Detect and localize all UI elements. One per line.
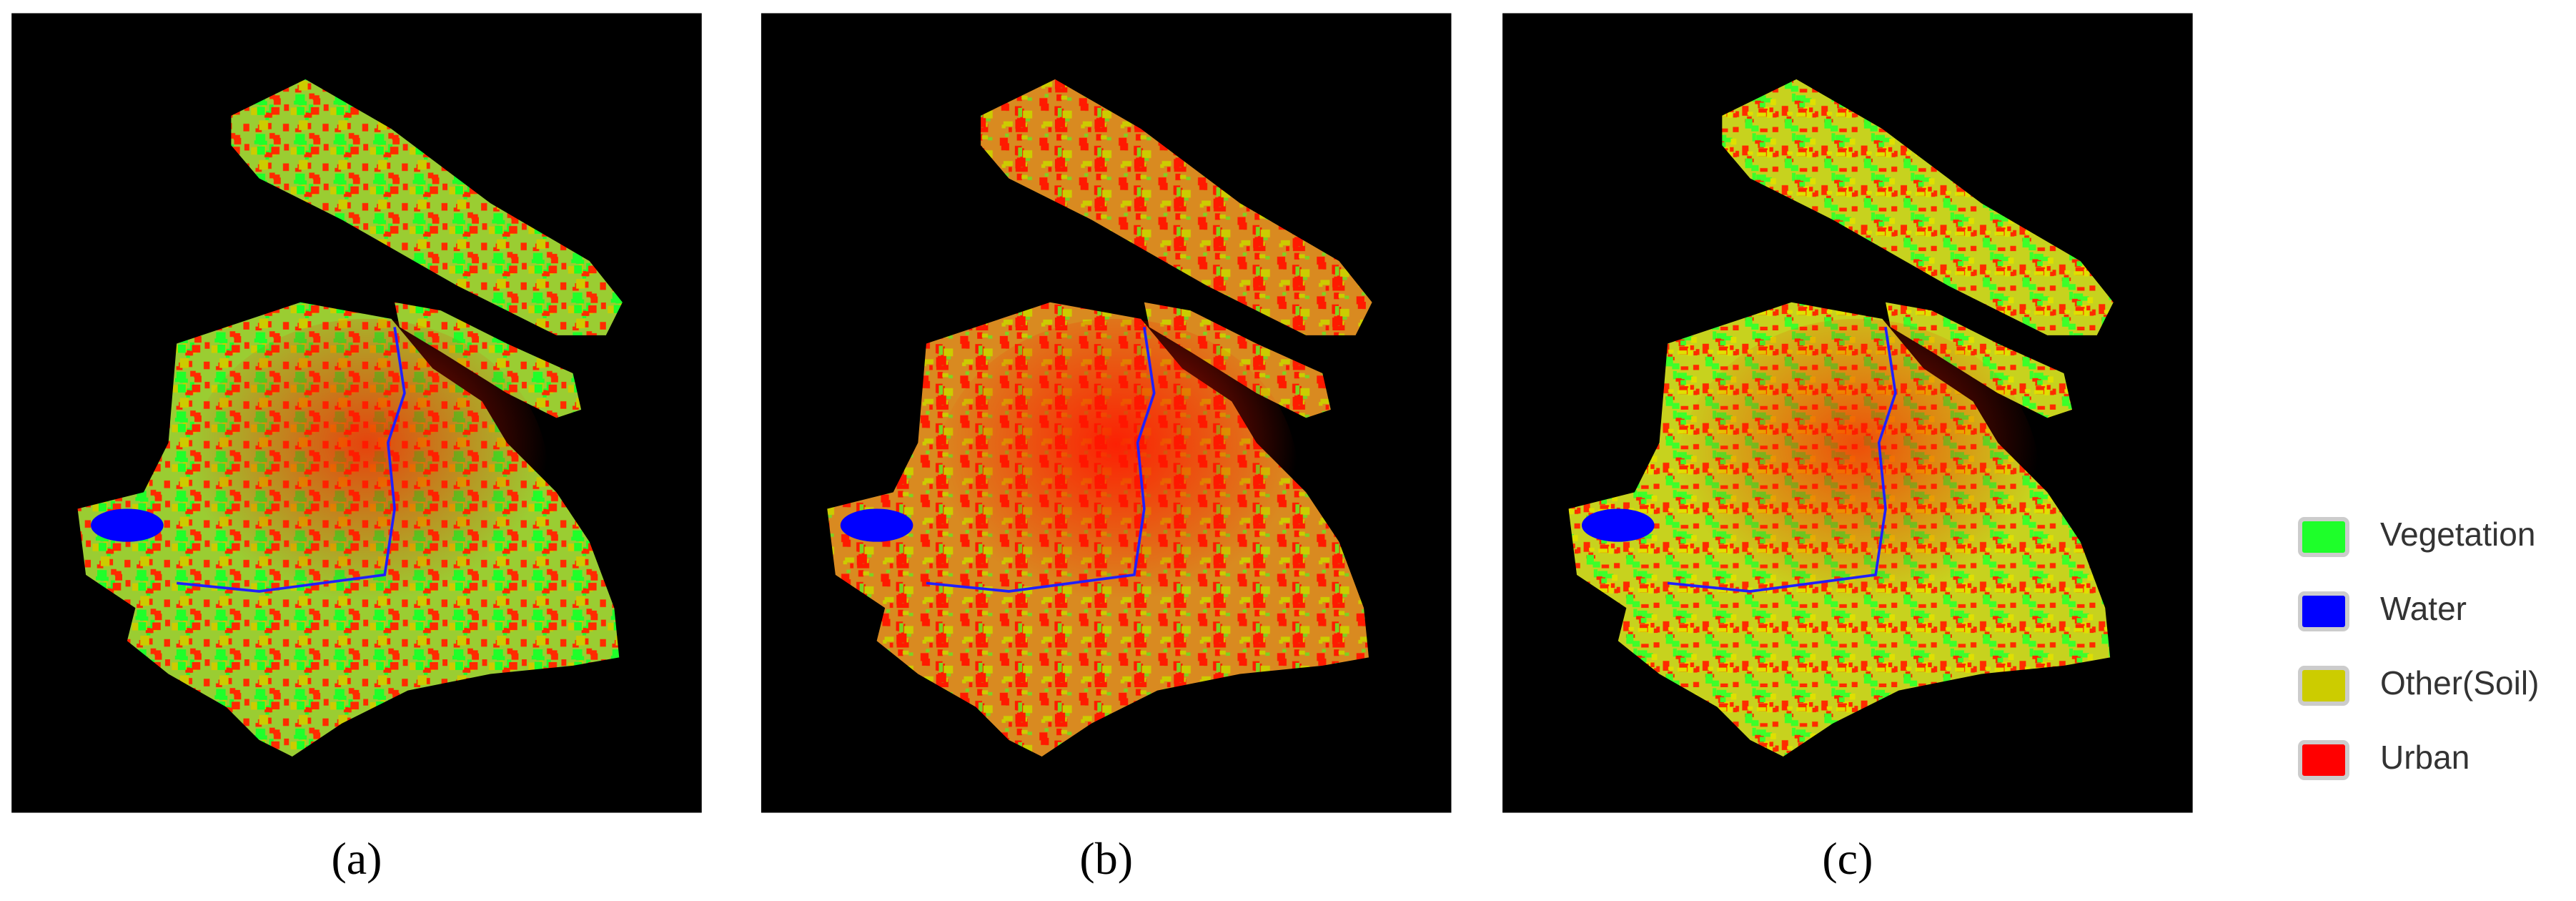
land — [1722, 79, 2114, 335]
land — [981, 79, 1372, 335]
river — [176, 327, 406, 593]
legend-swatch — [2298, 666, 2349, 706]
urban-core — [1675, 318, 2039, 633]
map-panel — [1502, 13, 2193, 813]
lake — [91, 508, 164, 542]
legend-swatch — [2298, 591, 2349, 631]
lake — [840, 508, 913, 542]
legend-label: Water — [2380, 590, 2467, 627]
urban-core — [184, 318, 548, 633]
legend-swatch — [2298, 740, 2349, 780]
legend-label: Vegetation — [2380, 516, 2535, 553]
map-panel — [761, 13, 1452, 813]
legend-swatch — [2298, 517, 2349, 557]
urban-core — [934, 318, 1298, 633]
panel-label: (b) — [1079, 833, 1133, 884]
panel-label: (a) — [331, 833, 382, 884]
river — [926, 327, 1156, 593]
map-panel — [11, 13, 702, 813]
river — [1667, 327, 1897, 593]
lake — [1581, 508, 1655, 542]
land — [231, 79, 623, 335]
legend-label: Urban — [2380, 739, 2470, 776]
legend-label: Other(Soil) — [2380, 664, 2539, 701]
panel-label: (c) — [1822, 833, 1873, 884]
